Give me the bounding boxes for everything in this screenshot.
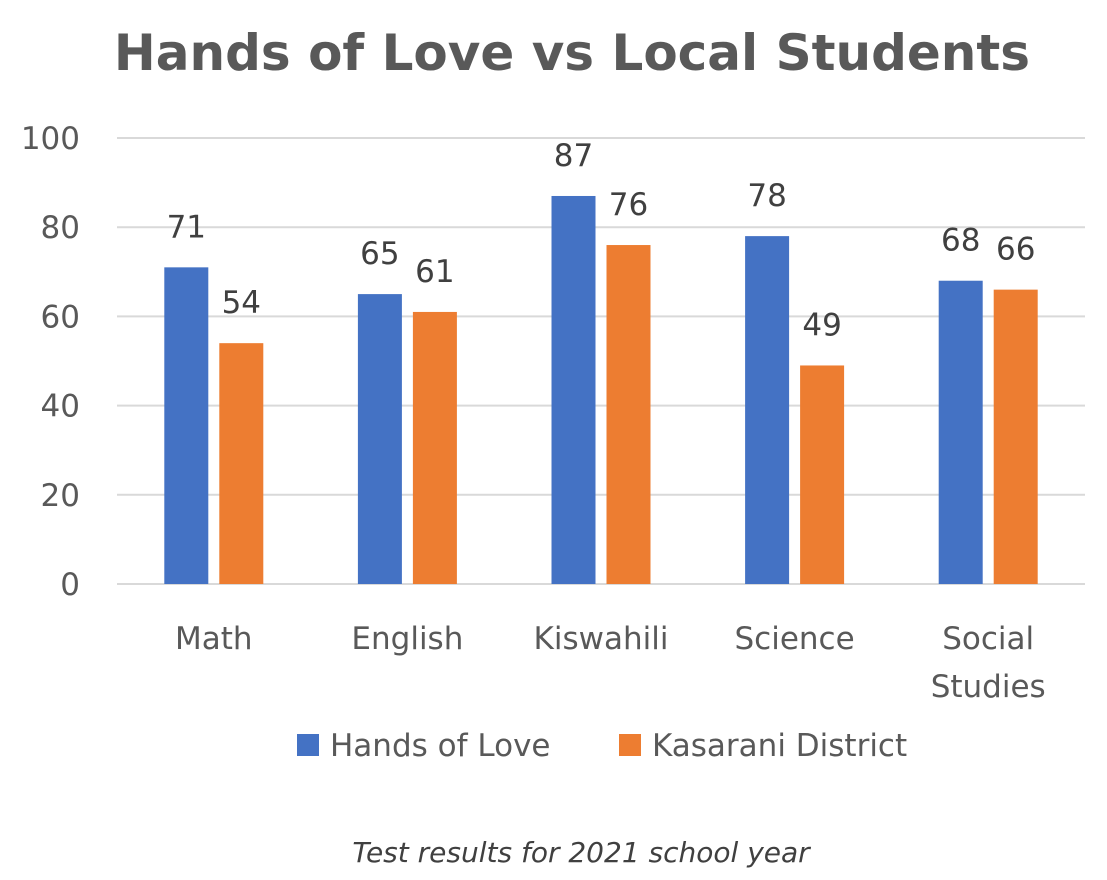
- y-tick-label: 60: [41, 299, 80, 335]
- legend: Hands of Love Kasarani District: [297, 728, 907, 764]
- category-label: Science: [735, 621, 855, 657]
- chart-caption: Test results for 2021 school year: [352, 836, 811, 869]
- y-axis-tick-labels: 0 20 40 60 80 100: [21, 121, 80, 603]
- bars: [164, 195, 1038, 585]
- bar: [745, 236, 790, 584]
- bar: [412, 311, 457, 584]
- data-label: 68: [941, 223, 980, 259]
- legend-label: Hands of Love: [330, 728, 550, 764]
- data-label: 71: [167, 209, 206, 245]
- legend-swatch: [619, 734, 641, 756]
- category-label: English: [351, 621, 463, 657]
- data-label: 61: [415, 254, 454, 290]
- y-tick-label: 20: [41, 478, 80, 514]
- bar: [164, 267, 209, 584]
- y-tick-label: 40: [41, 389, 80, 425]
- x-axis-category-labels: Math English Kiswahili Science Social Studies: [175, 621, 1046, 705]
- bar: [993, 289, 1038, 584]
- data-label: 87: [554, 138, 593, 174]
- bar: [357, 294, 402, 584]
- y-tick-label: 100: [21, 121, 80, 157]
- bar: [938, 280, 983, 584]
- bar: [800, 365, 845, 584]
- data-label: 78: [747, 178, 786, 214]
- y-tick-label: 0: [60, 567, 80, 603]
- category-label: Kiswahili: [534, 621, 669, 657]
- bar: [606, 245, 651, 585]
- category-label: Math: [175, 621, 253, 657]
- y-tick-label: 80: [41, 210, 80, 246]
- bar: [219, 343, 264, 584]
- legend-label: Kasarani District: [652, 728, 907, 764]
- data-label: 76: [609, 187, 648, 223]
- data-label: 49: [802, 307, 841, 343]
- data-label: 65: [360, 236, 399, 272]
- chart-title: Hands of Love vs Local Students: [114, 24, 1030, 82]
- gridlines: [117, 137, 1085, 585]
- category-label: Social Studies: [931, 621, 1046, 705]
- legend-swatch: [297, 734, 319, 756]
- data-label: 54: [222, 285, 261, 321]
- data-label: 66: [996, 232, 1035, 268]
- data-labels: 71 54 65 61 87 76 78 49 68 66: [167, 138, 1036, 343]
- bar: [551, 195, 596, 585]
